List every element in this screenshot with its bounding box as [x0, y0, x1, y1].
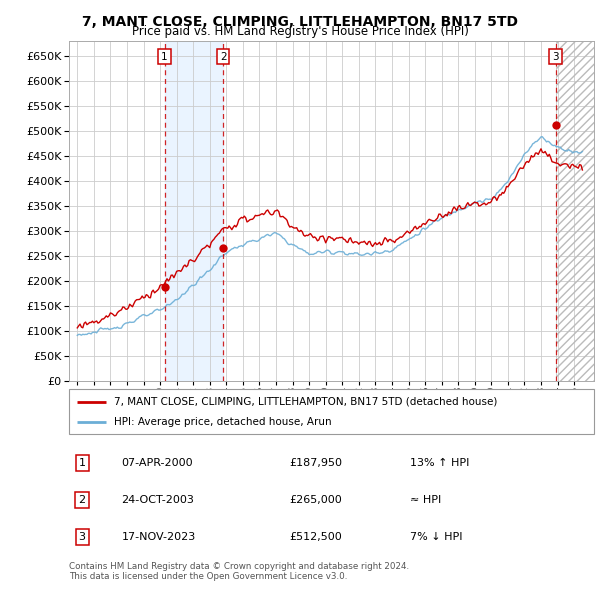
Text: 1: 1 [161, 51, 168, 61]
Text: 7, MANT CLOSE, CLIMPING, LITTLEHAMPTON, BN17 5TD (detached house): 7, MANT CLOSE, CLIMPING, LITTLEHAMPTON, … [113, 397, 497, 407]
Bar [556, 41, 594, 381]
Text: Contains HM Land Registry data © Crown copyright and database right 2024.: Contains HM Land Registry data © Crown c… [69, 562, 409, 571]
Text: ≈ HPI: ≈ HPI [410, 495, 442, 505]
Text: 17-NOV-2023: 17-NOV-2023 [121, 532, 196, 542]
Text: £187,950: £187,950 [290, 458, 343, 468]
Text: £512,500: £512,500 [290, 532, 342, 542]
FancyBboxPatch shape [69, 389, 594, 434]
Text: 13% ↑ HPI: 13% ↑ HPI [410, 458, 470, 468]
Text: 1: 1 [79, 458, 86, 468]
Text: 7, MANT CLOSE, CLIMPING, LITTLEHAMPTON, BN17 5TD: 7, MANT CLOSE, CLIMPING, LITTLEHAMPTON, … [82, 15, 518, 29]
Text: £265,000: £265,000 [290, 495, 342, 505]
Text: 24-OCT-2003: 24-OCT-2003 [121, 495, 194, 505]
Text: 2: 2 [220, 51, 227, 61]
Bar [556, 41, 594, 381]
Text: This data is licensed under the Open Government Licence v3.0.: This data is licensed under the Open Gov… [69, 572, 347, 581]
Text: 07-APR-2000: 07-APR-2000 [121, 458, 193, 468]
Text: 3: 3 [79, 532, 86, 542]
Text: 7% ↓ HPI: 7% ↓ HPI [410, 532, 463, 542]
Bar [164, 41, 223, 381]
Text: 3: 3 [552, 51, 559, 61]
Text: 2: 2 [79, 495, 86, 505]
Text: HPI: Average price, detached house, Arun: HPI: Average price, detached house, Arun [113, 417, 331, 427]
Text: Price paid vs. HM Land Registry's House Price Index (HPI): Price paid vs. HM Land Registry's House … [131, 25, 469, 38]
